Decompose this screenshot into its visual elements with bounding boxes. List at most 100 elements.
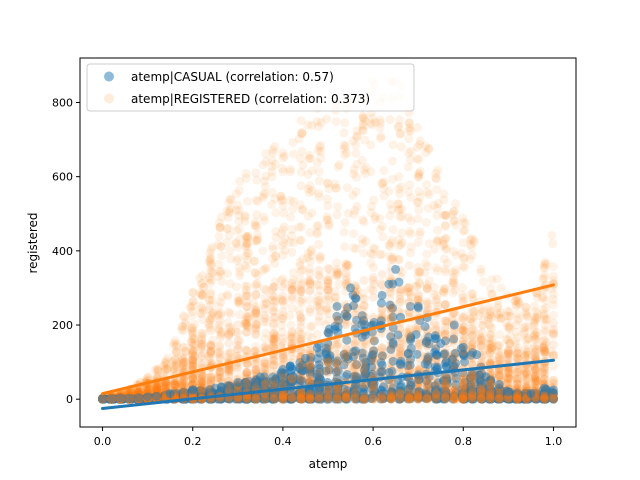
registered-point bbox=[440, 210, 450, 220]
registered-point bbox=[178, 311, 188, 321]
registered-point bbox=[548, 375, 558, 385]
registered-point bbox=[523, 363, 533, 373]
registered-point bbox=[469, 237, 479, 247]
registered-point bbox=[188, 375, 198, 385]
registered-point bbox=[271, 331, 281, 341]
registered-point bbox=[485, 321, 495, 331]
registered-point bbox=[261, 328, 271, 338]
registered-point bbox=[222, 269, 232, 279]
registered-point bbox=[387, 235, 397, 245]
registered-point bbox=[548, 361, 558, 371]
registered-point bbox=[486, 311, 496, 321]
registered-point bbox=[492, 342, 502, 352]
registered-point bbox=[395, 204, 405, 214]
registered-point bbox=[422, 300, 432, 310]
registered-point bbox=[225, 279, 235, 289]
registered-point bbox=[307, 251, 317, 261]
registered-point bbox=[295, 329, 305, 339]
registered-point bbox=[242, 233, 252, 243]
registered-point bbox=[439, 283, 449, 293]
registered-point bbox=[511, 320, 521, 330]
registered-point bbox=[187, 334, 197, 344]
registered-point bbox=[414, 277, 424, 287]
registered-point bbox=[307, 321, 317, 331]
registered-point bbox=[396, 284, 406, 294]
registered-point bbox=[323, 315, 333, 325]
registered-point bbox=[279, 238, 289, 248]
registered-point bbox=[261, 157, 271, 167]
registered-point bbox=[458, 335, 468, 345]
registered-point bbox=[271, 226, 281, 236]
registered-point bbox=[297, 146, 307, 156]
registered-point bbox=[375, 115, 385, 125]
registered-point bbox=[188, 287, 198, 297]
registered-point bbox=[413, 214, 423, 224]
registered-point bbox=[232, 256, 242, 266]
registered-point bbox=[512, 349, 522, 359]
registered-point bbox=[531, 377, 541, 387]
registered-point bbox=[370, 214, 380, 224]
registered-point bbox=[349, 169, 359, 179]
registered-point bbox=[440, 264, 450, 274]
registered-point bbox=[395, 189, 405, 199]
registered-point bbox=[495, 355, 505, 365]
registered-point bbox=[305, 181, 315, 191]
registered-point bbox=[494, 313, 504, 323]
registered-point bbox=[160, 357, 170, 367]
registered-point bbox=[379, 177, 389, 187]
registered-point bbox=[268, 354, 278, 364]
registered-point bbox=[268, 244, 278, 254]
registered-point bbox=[226, 254, 236, 264]
registered-point bbox=[414, 168, 424, 178]
registered-point bbox=[177, 321, 187, 331]
registered-point bbox=[548, 276, 558, 286]
registered-point bbox=[215, 223, 225, 233]
registered-point bbox=[548, 294, 558, 304]
registered-point bbox=[324, 184, 334, 194]
registered-point bbox=[368, 263, 378, 273]
registered-point bbox=[441, 243, 451, 253]
registered-point bbox=[366, 140, 376, 150]
registered-point bbox=[188, 339, 198, 349]
registered-point bbox=[395, 115, 405, 125]
registered-point bbox=[231, 362, 241, 372]
registered-point bbox=[532, 363, 542, 373]
registered-point bbox=[305, 322, 315, 332]
registered-point bbox=[241, 345, 251, 355]
registered-point bbox=[234, 216, 244, 226]
registered-point bbox=[441, 210, 451, 220]
registered-point bbox=[214, 341, 224, 351]
registered-point bbox=[235, 336, 245, 346]
registered-point bbox=[460, 327, 470, 337]
registered-point bbox=[235, 176, 245, 186]
registered-point bbox=[433, 225, 443, 235]
registered-point bbox=[432, 174, 442, 184]
registered-point bbox=[538, 336, 548, 346]
registered-point bbox=[177, 325, 187, 335]
registered-point bbox=[162, 365, 172, 375]
registered-point bbox=[414, 291, 424, 301]
registered-point bbox=[522, 347, 532, 357]
registered-point bbox=[429, 290, 439, 300]
registered-point bbox=[178, 363, 188, 373]
registered-point bbox=[350, 300, 360, 310]
registered-point bbox=[385, 251, 395, 261]
registered-point bbox=[377, 178, 387, 188]
registered-point bbox=[197, 308, 207, 318]
registered-point bbox=[315, 255, 325, 265]
registered-point bbox=[240, 319, 250, 329]
registered-point bbox=[304, 150, 314, 160]
registered-point bbox=[153, 367, 163, 377]
registered-point bbox=[375, 250, 385, 260]
registered-point bbox=[519, 329, 529, 339]
registered-point bbox=[197, 278, 207, 288]
registered-point bbox=[249, 256, 259, 266]
registered-point bbox=[420, 258, 430, 268]
registered-point bbox=[244, 322, 254, 332]
registered-point bbox=[412, 197, 422, 207]
registered-point bbox=[305, 153, 315, 163]
registered-point bbox=[548, 239, 558, 249]
registered-point bbox=[540, 325, 550, 335]
registered-point bbox=[548, 340, 558, 350]
registered-point bbox=[171, 381, 181, 391]
